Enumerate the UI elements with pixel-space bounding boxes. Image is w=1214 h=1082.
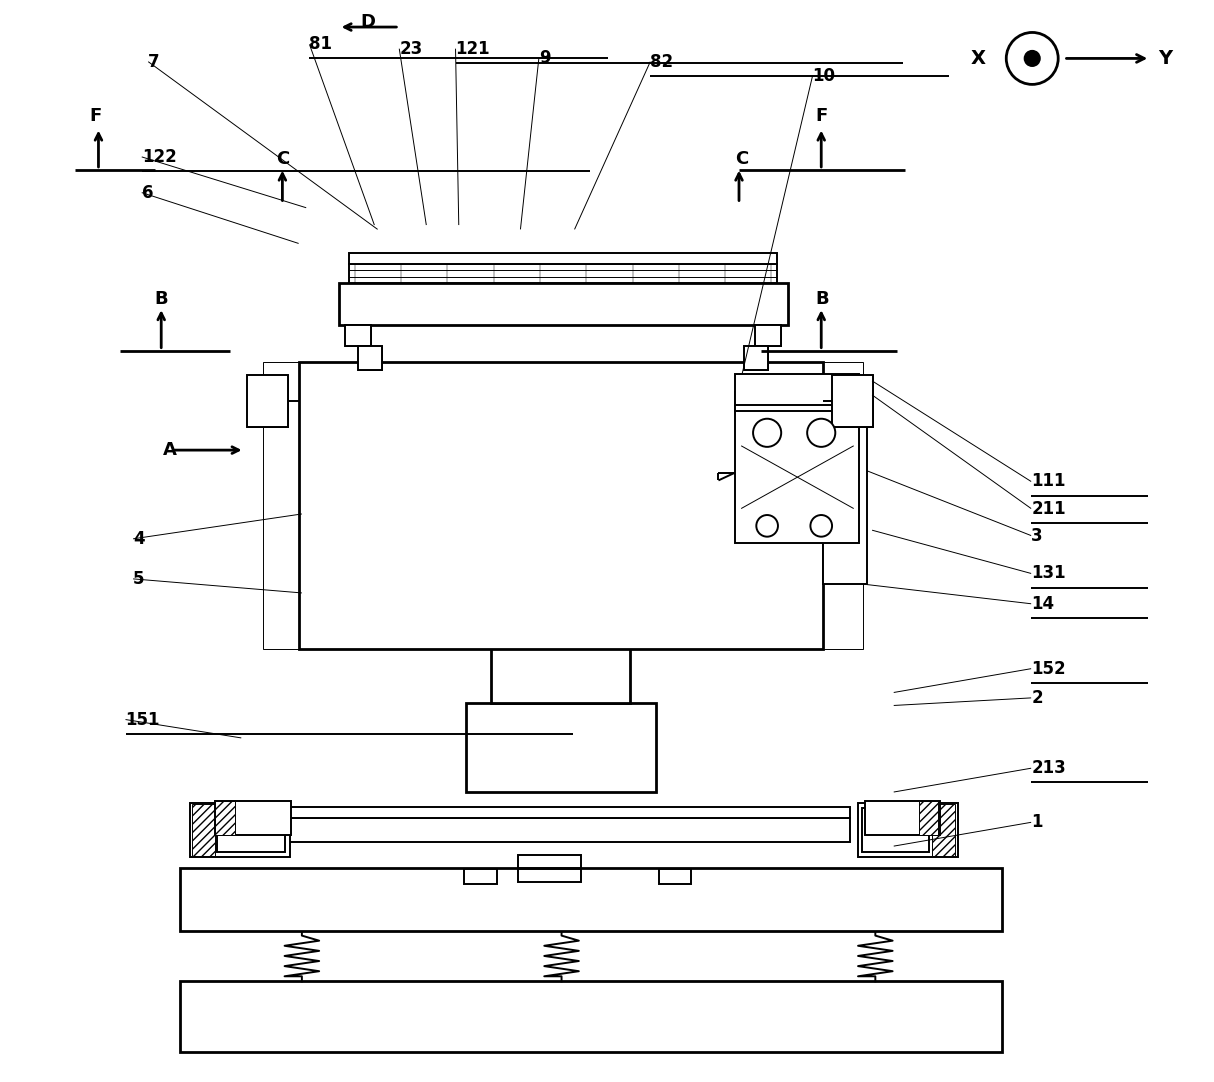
Bar — [864, 801, 941, 835]
Text: 213: 213 — [1031, 760, 1066, 777]
Bar — [350, 253, 777, 264]
Text: 10: 10 — [812, 67, 835, 84]
Bar — [288, 818, 851, 842]
Bar — [263, 362, 863, 649]
Bar — [862, 808, 930, 852]
Circle shape — [1006, 32, 1059, 84]
Text: 152: 152 — [1031, 660, 1066, 677]
Bar — [734, 374, 860, 405]
Text: 151: 151 — [125, 711, 160, 728]
Bar — [755, 325, 781, 346]
Bar — [180, 868, 1002, 931]
Bar — [345, 325, 371, 346]
Bar — [339, 283, 788, 325]
Bar — [246, 375, 288, 427]
Text: 5: 5 — [134, 570, 144, 588]
Bar — [858, 803, 958, 857]
Text: 82: 82 — [651, 53, 674, 70]
Bar — [734, 405, 860, 543]
Text: B: B — [154, 290, 169, 307]
Text: 111: 111 — [1031, 473, 1066, 490]
Bar — [215, 801, 234, 835]
Text: 9: 9 — [539, 50, 550, 67]
Circle shape — [811, 515, 832, 537]
Text: C: C — [276, 150, 289, 168]
Bar — [350, 264, 777, 283]
Text: 3: 3 — [1031, 527, 1043, 544]
Bar — [191, 803, 290, 857]
Text: Y: Y — [1158, 49, 1172, 68]
Text: 131: 131 — [1031, 565, 1066, 582]
Bar — [832, 375, 873, 427]
Bar — [744, 346, 768, 370]
Circle shape — [1025, 51, 1040, 66]
Bar — [518, 855, 582, 868]
Text: 2: 2 — [1031, 689, 1043, 707]
Text: A: A — [164, 441, 177, 459]
Bar — [832, 375, 873, 427]
Bar — [518, 869, 582, 882]
Text: 81: 81 — [310, 36, 333, 53]
Bar — [358, 346, 382, 370]
Bar — [358, 346, 382, 370]
Text: 211: 211 — [1031, 500, 1066, 517]
Bar — [215, 801, 291, 835]
Text: 14: 14 — [1031, 595, 1054, 612]
Bar — [823, 384, 867, 584]
Text: 1: 1 — [1031, 814, 1043, 831]
Text: 6: 6 — [142, 184, 153, 201]
Bar — [919, 801, 938, 835]
Text: D: D — [361, 13, 375, 30]
Text: 4: 4 — [134, 530, 144, 547]
Bar — [299, 362, 823, 649]
Text: 122: 122 — [142, 148, 176, 166]
Bar — [492, 641, 630, 703]
Bar — [466, 703, 656, 792]
Text: B: B — [816, 290, 829, 307]
Circle shape — [807, 419, 835, 447]
Bar — [345, 325, 371, 346]
Bar — [755, 325, 781, 346]
Text: 23: 23 — [399, 40, 422, 57]
Bar — [659, 869, 692, 884]
Circle shape — [753, 419, 781, 447]
Bar — [217, 808, 284, 852]
Bar — [246, 375, 288, 427]
Text: C: C — [734, 150, 748, 168]
Text: X: X — [970, 49, 986, 68]
Bar — [192, 804, 215, 856]
Bar — [288, 807, 851, 818]
Circle shape — [756, 515, 778, 537]
Bar — [734, 392, 860, 411]
Text: F: F — [816, 107, 828, 124]
Text: F: F — [90, 107, 102, 124]
Bar — [464, 869, 497, 884]
Bar — [931, 804, 955, 856]
Text: 7: 7 — [148, 53, 160, 70]
Bar — [744, 346, 768, 370]
Bar — [180, 981, 1002, 1052]
Text: 121: 121 — [455, 40, 490, 57]
